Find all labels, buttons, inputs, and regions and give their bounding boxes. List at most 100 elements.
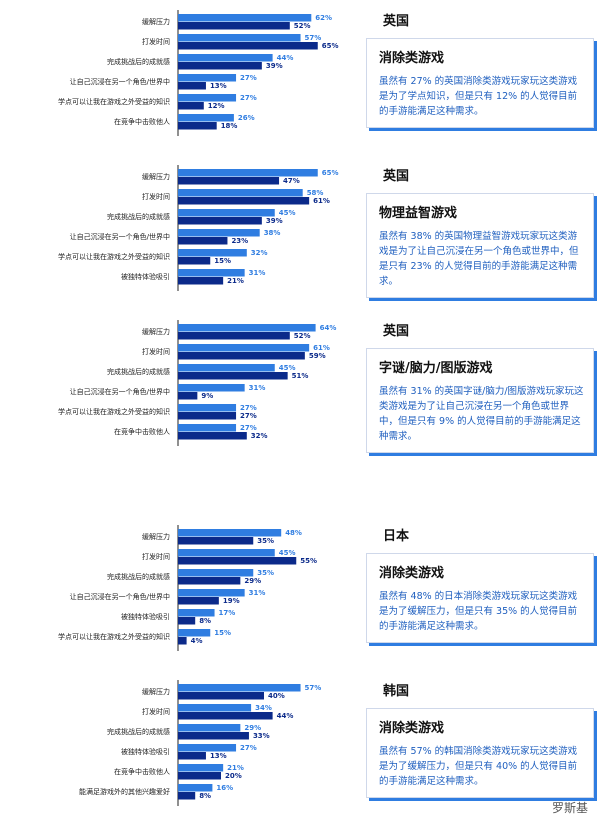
value-label: 27% [240, 404, 257, 412]
category-label: 能满足游戏外的其他兴趣爱好 [79, 787, 170, 796]
value-label: 29% [244, 724, 261, 732]
info-panel: 字谜/脑力/图版游戏 虽然有 31% 的英国字谜/脑力/图版游戏玩家玩这类游戏是为… [366, 348, 594, 453]
category-label: 打发时间 [142, 707, 170, 716]
country-title: 英国 [383, 14, 410, 29]
bar [178, 404, 237, 412]
panel-text: 虽然有 57% 的韩国消除类游戏玩家玩这类游戏是为了缓解压力，但是只有 40% … [379, 746, 578, 787]
category-label: 让自己沉浸在另一个角色/世界中 [70, 232, 170, 241]
value-label: 44% [277, 54, 294, 62]
category-label: 学点可以让我在游戏之外受益的知识 [58, 407, 170, 416]
value-label: 62% [315, 14, 332, 22]
bar [178, 102, 204, 110]
bar [178, 169, 318, 177]
value-label: 26% [238, 114, 255, 122]
info-panel: 物理益智游戏虽然有 38% 的英国物理益智游戏玩家玩这类游戏是为了让自己沉浸在另… [366, 193, 594, 298]
chart: 缓解压力 57% 40% 打发时间 34% 44% 完成挑战后的成就感 29%33% 被独特体验… [79, 680, 321, 806]
category-label: 缓解压力 [142, 17, 170, 26]
bar [178, 392, 198, 400]
value-label: 64% [320, 324, 337, 332]
value-label: 17% [219, 609, 236, 617]
value-label: 4% [191, 637, 203, 645]
value-label: 51% [292, 372, 309, 380]
bar [178, 209, 275, 217]
category-label: 缓解压力 [142, 687, 170, 696]
bar [178, 22, 290, 30]
value-label: 31% [249, 589, 266, 597]
bar [178, 257, 211, 265]
value-label: 32% [251, 249, 268, 257]
category-label: 打发时间 [142, 552, 170, 561]
value-label: 34% [255, 704, 272, 712]
category-label: 缓解压力 [142, 327, 170, 336]
country-title: 英国 [383, 169, 410, 184]
info-panel: 消除类游戏 虽然有 57% 的韩国消除类游戏玩家玩这类游戏是为了缓解压力，但是只有… [366, 708, 594, 798]
panel-title: 消除类游戏 [379, 566, 445, 581]
category-label: 完成挑战后的成就感 [107, 367, 170, 376]
value-label: 61% [313, 344, 330, 352]
value-label: 33% [253, 732, 270, 740]
bar [178, 692, 264, 700]
country-title: 日本 [383, 529, 410, 544]
category-label: 缓解压力 [142, 172, 170, 181]
category-label: 被独特体验吸引 [121, 612, 170, 621]
panel-text: 虽然有 38% 的英国物理益智游戏玩家玩这类游戏是为了让自己沉浸在另一个角色或世… [379, 231, 579, 287]
value-label: 32% [251, 432, 268, 440]
bar [178, 609, 215, 617]
bar [178, 94, 237, 102]
value-label: 20% [225, 772, 242, 780]
value-label: 8% [199, 617, 211, 625]
chart: 缓解压力 65% 47% 打发时间 58%61% 完成挑战后的成就感 45%39% 让自己沉浸… [58, 165, 339, 291]
country-title: 韩国 [383, 684, 410, 699]
value-label: 31% [249, 384, 266, 392]
bar [178, 74, 237, 82]
bar [178, 372, 288, 380]
bar [178, 424, 237, 432]
category-label: 在竞争中击败他人 [114, 767, 170, 776]
value-label: 9% [201, 392, 213, 400]
category-label: 让自己沉浸在另一个角色/世界中 [70, 387, 170, 396]
value-label: 23% [231, 237, 248, 245]
value-label: 57% [305, 34, 322, 42]
bar [178, 744, 237, 752]
bar [178, 42, 318, 50]
category-label: 被独特体验吸引 [121, 747, 170, 756]
bar [178, 197, 310, 205]
value-label: 21% [227, 764, 244, 772]
chart: 缓解压力 64% 52% 打发时间 61%59% 完成挑战后的成就感 45%51% 让自己沉浸… [58, 320, 337, 446]
panel-text: 虽然有 48% 的日本消除类游戏玩家玩这类游戏是为了缓解压力，但是只有 35% … [379, 591, 578, 632]
value-label: 13% [210, 752, 227, 760]
value-label: 65% [322, 42, 339, 50]
category-label: 被独特体验吸引 [121, 272, 170, 281]
bar [178, 684, 301, 692]
panel-text: 虽然有 31% 的英国字谜/脑力/图版游戏玩家玩这类游戏是为了让自己沉浸在另一个… [379, 386, 584, 442]
bar [178, 364, 275, 372]
value-label: 52% [294, 332, 311, 340]
bar [178, 597, 219, 605]
value-label: 8% [199, 792, 211, 800]
bar [178, 54, 273, 62]
category-label: 缓解压力 [142, 532, 170, 541]
value-label: 44% [277, 712, 294, 720]
value-label: 15% [214, 257, 231, 265]
category-label: 在竞争中击败他人 [114, 117, 170, 126]
bar [178, 249, 247, 257]
bar [178, 82, 206, 90]
panel-title: 物理益智游戏 [379, 206, 458, 221]
category-label: 让自己沉浸在另一个角色/世界中 [70, 592, 170, 601]
value-label: 21% [227, 277, 244, 285]
panel-title: 消除类游戏 [379, 51, 445, 66]
value-label: 59% [309, 352, 326, 360]
value-label: 58% [307, 189, 324, 197]
category-label: 让自己沉浸在另一个角色/世界中 [70, 77, 170, 86]
bar [178, 529, 282, 537]
info-panel: 消除类游戏 虽然有 27% 的英国消除类游戏玩家玩这类游戏是为了学点知识，但是只有… [366, 38, 594, 128]
bar [178, 217, 262, 225]
bar [178, 269, 245, 277]
bar [178, 352, 305, 360]
bar [178, 784, 213, 792]
value-label: 61% [313, 197, 330, 205]
category-label: 完成挑战后的成就感 [107, 57, 170, 66]
bar [178, 772, 221, 780]
value-label: 27% [240, 74, 257, 82]
